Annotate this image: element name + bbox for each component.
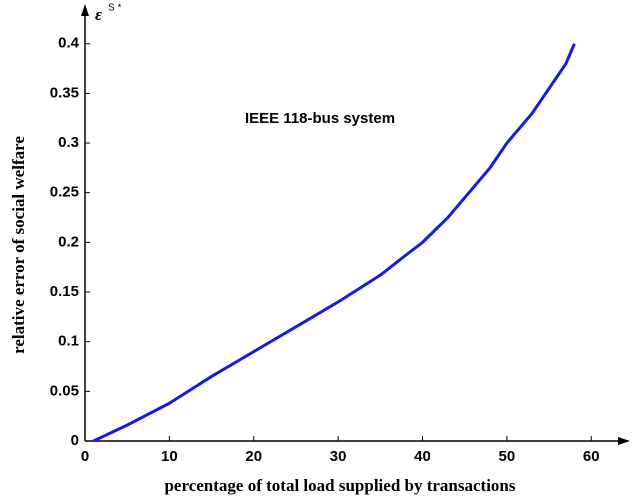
- x-tick-label: 0: [81, 448, 89, 465]
- y-symbol: ε: [95, 5, 102, 24]
- y-tick-label: 0.35: [50, 84, 79, 101]
- x-tick-label: 60: [583, 448, 600, 465]
- y-tick-label: 0.15: [50, 283, 79, 300]
- y-tick-label: 0.2: [58, 233, 79, 250]
- x-axis-label: percentage of total load supplied by tra…: [164, 476, 515, 495]
- x-arrow: [618, 437, 630, 445]
- y-tick-label: 0.4: [58, 35, 80, 52]
- y-tick-label: 0.1: [58, 333, 79, 350]
- y-axis-label: relative error of social welfare: [9, 136, 28, 354]
- y-tick-label: 0.3: [58, 134, 79, 151]
- line: [92, 43, 576, 443]
- x-tick-label: 40: [414, 448, 431, 465]
- annotation: IEEE 118-bus system: [245, 110, 395, 127]
- x-tick-label: 50: [499, 448, 516, 465]
- y-arrow: [81, 4, 89, 16]
- x-tick-label: 30: [330, 448, 347, 465]
- y-tick-label: 0: [71, 432, 79, 449]
- x-tick-label: 20: [245, 448, 262, 465]
- x-tick-label: 10: [161, 448, 178, 465]
- y-symbol-superscript: S *: [108, 3, 121, 14]
- y-tick-label: 0.05: [50, 382, 79, 399]
- y-tick-label: 0.25: [50, 184, 79, 201]
